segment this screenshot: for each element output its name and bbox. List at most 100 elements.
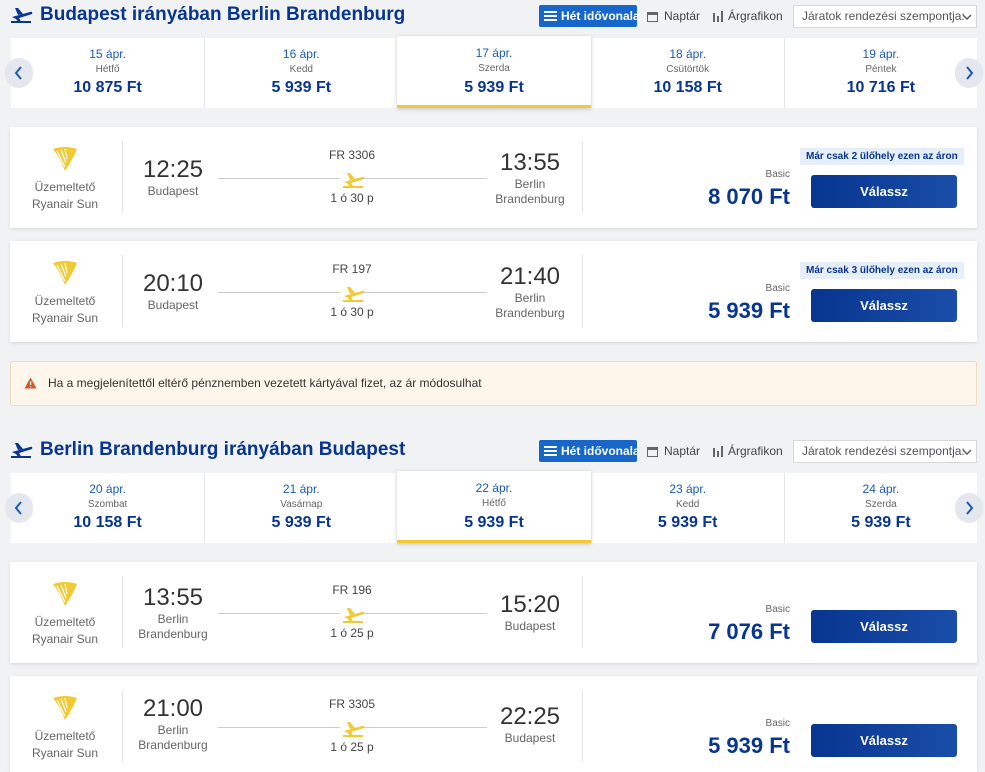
timeline-icon [544, 11, 557, 21]
flight-price: 5 939 Ft [708, 298, 790, 323]
arrival-time: 21:40 [499, 262, 561, 290]
day-price: 5 939 Ft [271, 514, 332, 531]
day-date: 22 ápr. [475, 481, 513, 495]
day-weekday: Kedd [676, 499, 700, 510]
day[interactable]: 18 ápr. Csütörtök 10 158 Ft [590, 38, 784, 108]
day-date: 21 ápr. [282, 482, 320, 496]
arrival-time: 22:25 [499, 702, 561, 730]
chevron [14, 66, 22, 80]
flight-price: 8 070 Ft [708, 184, 790, 209]
departure-city: Berlin Brandenburg [138, 723, 208, 752]
route-plane-bg [340, 605, 365, 623]
sort-dropdown[interactable]: Járatok rendezési szempontja: [793, 5, 977, 28]
day-price: 5 939 Ft [657, 514, 718, 531]
day-selected[interactable]: 17 ápr. Szerda 5 939 Ft [397, 36, 591, 108]
prev-arrow[interactable] [5, 493, 33, 523]
tab-active[interactable]: Hét idővonala [539, 5, 640, 27]
day-weekday: Kedd [289, 64, 313, 75]
arrival-time: 13:55 [499, 148, 561, 176]
day-price: 10 158 Ft [653, 79, 722, 96]
section-title: Berlin Brandenburg irányában Budapest [40, 439, 406, 460]
arrival-city: Budapest [504, 730, 556, 745]
select-button[interactable]: Válassz [811, 175, 957, 208]
chart-icon [713, 446, 723, 457]
section-title: Budapest irányában Berlin Brandenburg [40, 4, 406, 25]
tab[interactable]: Árgrafikon [728, 444, 783, 458]
arrival-time: 15:20 [499, 591, 561, 618]
day-selected[interactable]: 22 ápr. Hétfő 5 939 Ft [397, 471, 591, 543]
chart-icon [713, 11, 723, 22]
operator-label: Üzemeltető [34, 294, 96, 308]
day[interactable]: 19 ápr. Péntek 10 716 Ft [783, 38, 977, 108]
day[interactable]: 23 ápr. Kedd 5 939 Ft [590, 473, 784, 543]
warning-text: Ha a megjelenítettől eltérő pénznemben v… [48, 376, 482, 390]
day-price: 5 939 Ft [464, 79, 524, 96]
day-price: 10 875 Ft [73, 79, 142, 96]
warning-icon [24, 377, 37, 389]
route-plane-bg [340, 170, 365, 188]
arrival-block: 21:40 Berlin Brandenburg [480, 241, 580, 342]
day-weekday: Szerda [478, 63, 510, 74]
availability-notice: Már csak 3 ülőhely ezen az áron [800, 262, 964, 279]
divider [582, 690, 583, 762]
day[interactable]: 16 ápr. Kedd 5 939 Ft [204, 38, 397, 108]
select-button[interactable]: Válassz [811, 610, 957, 643]
route-plane-bg [340, 719, 365, 737]
day[interactable]: 15 ápr. Hétfő 10 875 Ft [11, 38, 204, 108]
day-date: 15 ápr. [89, 47, 126, 61]
tab[interactable]: Árgrafikon [728, 9, 783, 23]
departure-time: 21:00 [142, 695, 204, 722]
operator-label: Üzemeltető [34, 729, 96, 743]
day[interactable]: 24 ápr. Szerda 5 939 Ft [783, 473, 977, 543]
chevron-down [962, 449, 972, 455]
arrival-block: 13:55 Berlin Brandenburg [480, 127, 580, 228]
next-arrow[interactable] [955, 58, 983, 88]
fare-type: Basic [765, 718, 790, 729]
operator-logo [53, 147, 77, 171]
tab[interactable]: Naptár [664, 444, 701, 458]
route-plane [343, 722, 365, 737]
day-price: 5 939 Ft [851, 514, 911, 531]
sort-dropdown[interactable]: Járatok rendezési szempontja: [793, 440, 977, 463]
departure-city: Berlin Brandenburg [138, 611, 208, 641]
next-arrow[interactable] [955, 493, 983, 523]
day-date: 23 ápr. [669, 482, 707, 496]
departure-block: 21:00 Berlin Brandenburg [123, 676, 223, 772]
divider [122, 690, 123, 762]
departure-city: Budapest [147, 298, 199, 312]
route-plane-bg [340, 284, 365, 302]
select-button[interactable]: Válassz [811, 724, 957, 757]
day-price: 10 716 Ft [846, 79, 916, 96]
day-date: 16 ápr. [282, 47, 320, 61]
fare-type: Basic [765, 283, 790, 294]
day[interactable]: 21 ápr. Vasárnap 5 939 Ft [204, 473, 397, 543]
arrival-city: Berlin Brandenburg [495, 290, 565, 320]
day-weekday: Vasárnap [280, 499, 323, 510]
operator-logo [53, 582, 77, 606]
chevron-down [962, 14, 972, 20]
tab-active[interactable]: Hét idővonala [539, 440, 640, 462]
day[interactable]: 20 ápr. Szombat 10 158 Ft [11, 473, 204, 543]
tab[interactable]: Naptár [664, 9, 701, 23]
day-date: 24 ápr. [862, 482, 900, 496]
operator-name: Ryanair Sun [31, 746, 99, 760]
day-weekday: Hétfő [482, 498, 506, 509]
operator-label: Üzemeltető [34, 180, 96, 194]
duration: 1 ó 25 p [330, 740, 374, 754]
operator-label: Üzemeltető [34, 615, 96, 629]
day-price: 10 158 Ft [73, 514, 142, 531]
day-weekday: Csütörtök [666, 64, 710, 75]
arrival-block: 22:25 Budapest [480, 676, 580, 772]
select-button[interactable]: Válassz [811, 289, 957, 322]
day-price: 5 939 Ft [271, 79, 332, 96]
departure-block: 20:10 Budapest [123, 241, 223, 342]
operator-name: Ryanair Sun [31, 197, 99, 211]
availability-notice: Már csak 2 ülőhely ezen az áron [800, 148, 964, 165]
operator-name: Ryanair Sun [31, 311, 99, 325]
prev-arrow[interactable] [5, 58, 33, 88]
day-date: 17 ápr. [475, 46, 513, 60]
duration: 1 ó 30 p [330, 305, 374, 319]
flight-card: Üzemeltető Ryanair Sun 12:25 Budapest 13:55 B… [10, 127, 977, 228]
flight-card: Üzemeltető Ryanair Sun 21:00 Berlin Branden… [10, 676, 977, 772]
